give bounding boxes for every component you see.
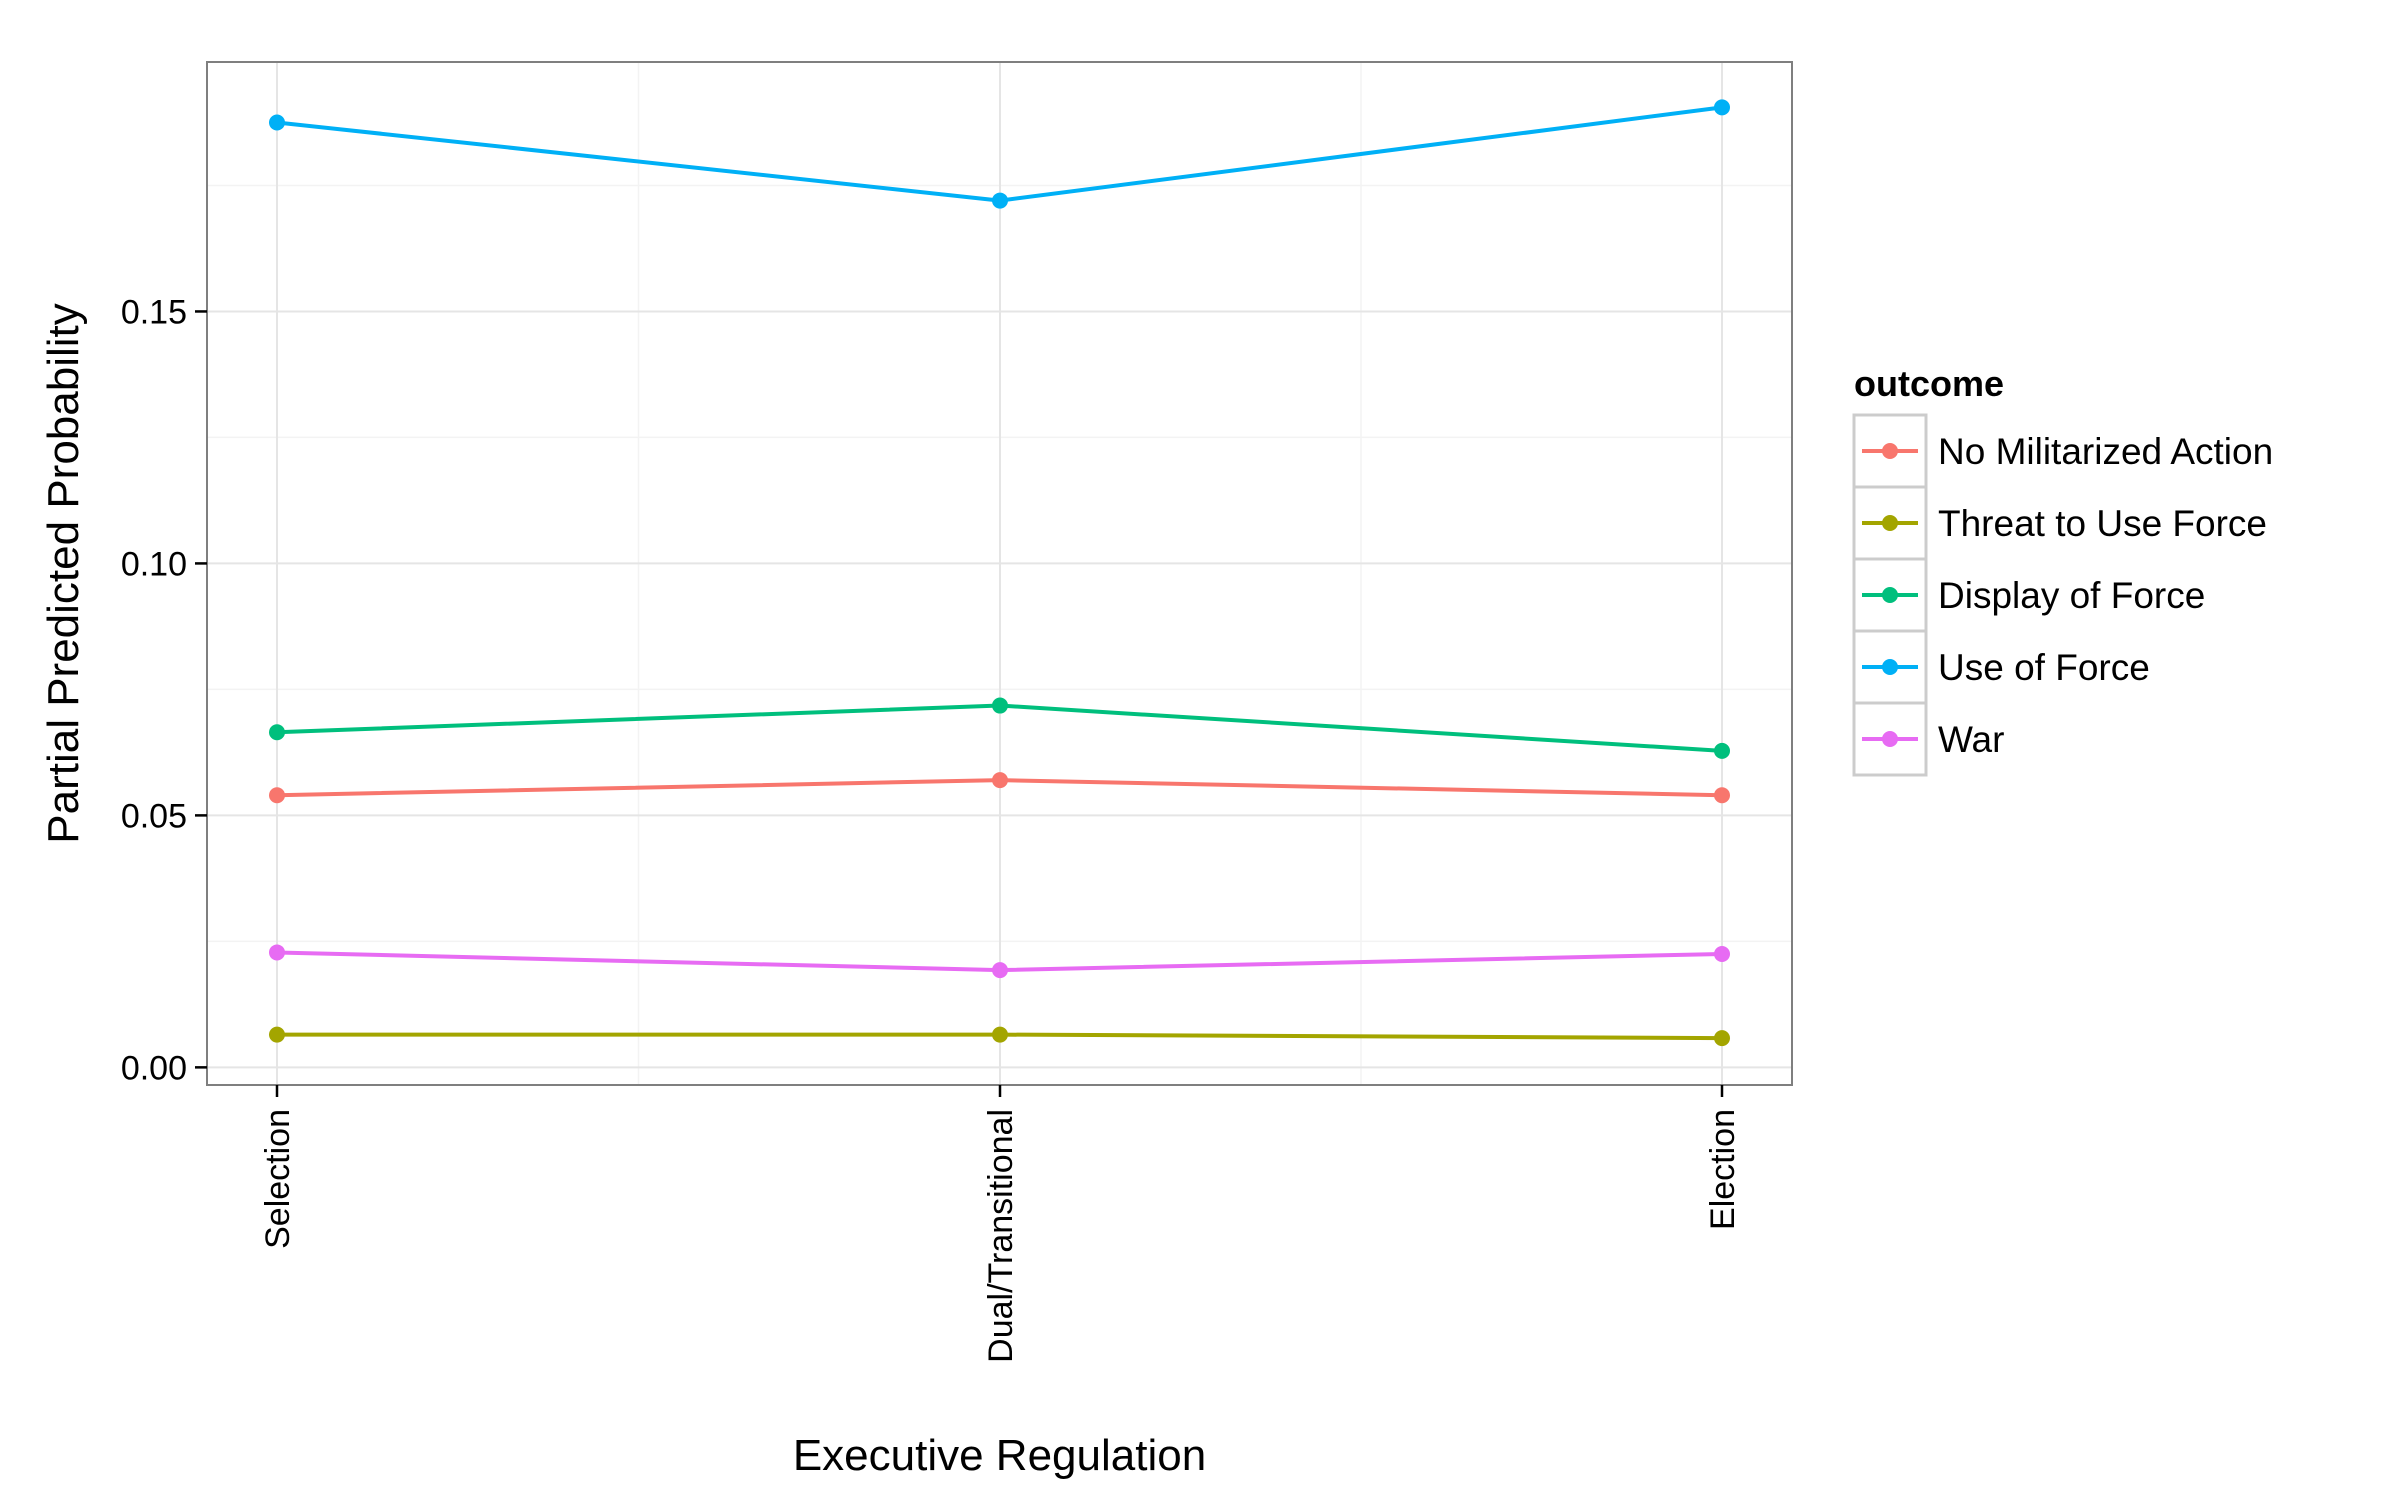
legend-label: Display of Force xyxy=(1938,575,2205,616)
y-tick-label: 0.05 xyxy=(121,797,187,835)
legend-title: outcome xyxy=(1854,363,2004,404)
y-axis: 0.00 0.05 0.10 0.15 xyxy=(121,293,207,1087)
legend-key-point xyxy=(1882,443,1898,459)
data-point xyxy=(269,1026,285,1043)
x-tick-label: Selection xyxy=(259,1109,297,1249)
legend-key-point xyxy=(1882,587,1898,603)
legend-label: No Militarized Action xyxy=(1938,431,2273,472)
data-point xyxy=(1714,787,1730,804)
y-axis-title: Partial Predicted Probability xyxy=(39,303,88,843)
data-point xyxy=(992,772,1008,789)
data-point xyxy=(992,1026,1008,1043)
data-point xyxy=(992,192,1008,209)
legend-label: Use of Force xyxy=(1938,647,2150,688)
data-point xyxy=(269,114,285,131)
x-tick-label: Dual/Transitional xyxy=(982,1109,1020,1363)
legend-key-point xyxy=(1882,515,1898,531)
major-gridlines xyxy=(207,62,1792,1085)
legend: outcome No Militarized Action Threat to U… xyxy=(1852,363,2273,777)
data-point xyxy=(1714,742,1730,759)
y-tick-label: 0.15 xyxy=(121,293,187,331)
data-point xyxy=(1714,1030,1730,1047)
data-point xyxy=(269,724,285,741)
data-point xyxy=(992,697,1008,714)
legend-key-point xyxy=(1882,659,1898,675)
legend-key-point xyxy=(1882,731,1898,747)
data-point xyxy=(269,787,285,804)
data-point xyxy=(1714,945,1730,962)
legend-label: War xyxy=(1938,719,2004,760)
data-point xyxy=(992,962,1008,979)
x-tick-label: Election xyxy=(1704,1109,1742,1230)
x-axis-title: Executive Regulation xyxy=(793,1431,1206,1480)
data-point xyxy=(269,944,285,961)
y-tick-label: 0.00 xyxy=(121,1049,187,1087)
legend-label: Threat to Use Force xyxy=(1938,503,2267,544)
legend-items: No Militarized Action Threat to Use Force… xyxy=(1852,413,2273,777)
data-point xyxy=(1714,99,1730,116)
series-points xyxy=(269,99,1730,1047)
y-tick-label: 0.10 xyxy=(121,545,187,583)
x-axis: Selection Dual/Transitional Election xyxy=(259,1085,1742,1363)
